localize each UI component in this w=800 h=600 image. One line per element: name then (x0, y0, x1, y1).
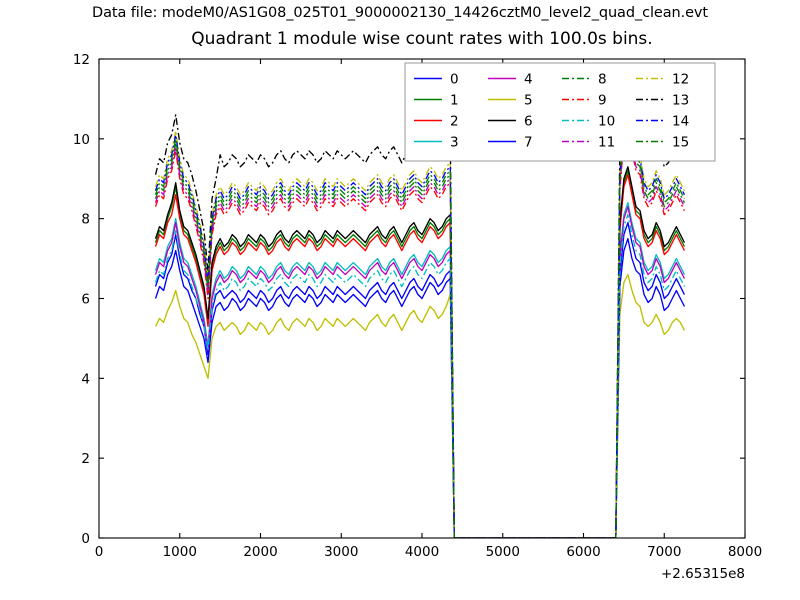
y-tick-label: 12 (73, 52, 90, 68)
series-line-15 (154, 114, 686, 538)
legend-label-12: 12 (672, 72, 689, 88)
x-tick-label: 3000 (324, 544, 358, 560)
legend-label-11: 11 (598, 135, 615, 151)
x-tick-label: 7000 (647, 544, 681, 560)
legend-box (404, 62, 716, 162)
y-tick-label: 0 (81, 531, 90, 547)
legend-label-8: 8 (598, 72, 607, 88)
series-line-6 (154, 166, 686, 538)
x-tick-label: 5000 (486, 544, 520, 560)
series-line-9 (154, 126, 686, 538)
legend-label-2: 2 (450, 114, 459, 130)
series-line-1 (154, 170, 686, 538)
x-tick-label: 1000 (163, 544, 197, 560)
series-line-10 (154, 214, 686, 538)
series-line-3 (154, 202, 686, 538)
series-line-5 (154, 273, 686, 538)
legend-label-10: 10 (598, 114, 615, 130)
x-tick-label: 8000 (728, 544, 762, 560)
legend-label-1: 1 (450, 93, 459, 109)
legend-label-6: 6 (524, 114, 533, 130)
series-line-8 (154, 118, 686, 538)
x-tick-label: 2000 (243, 544, 277, 560)
series-line-7 (154, 237, 686, 538)
series-line-12 (154, 106, 686, 538)
y-tick-label: 8 (81, 212, 90, 228)
data-file-suptitle: Data file: modeM0/AS1G08_025T01_90000021… (92, 5, 708, 21)
y-tick-label: 2 (81, 451, 90, 467)
series-line-4 (154, 206, 686, 538)
legend-label-3: 3 (450, 135, 459, 151)
x-tick-label: 4000 (405, 544, 439, 560)
legend-label-4: 4 (524, 72, 533, 88)
chart-title: Quadrant 1 module wise count rates with … (191, 29, 653, 49)
y-tick-label: 4 (81, 371, 90, 387)
series-line-0 (154, 221, 686, 538)
series-line-2 (154, 174, 686, 538)
legend-label-5: 5 (524, 93, 533, 109)
legend-label-15: 15 (672, 135, 689, 151)
x-tick-label: 0 (95, 544, 104, 560)
x-axis-offset-text: +2.65315e8 (661, 566, 745, 582)
legend-label-13: 13 (672, 93, 689, 109)
legend-label-7: 7 (524, 135, 533, 151)
y-tick-label: 6 (81, 292, 90, 308)
x-tick-label: 6000 (566, 544, 600, 560)
y-tick-label: 10 (73, 132, 90, 148)
legend-label-9: 9 (598, 93, 607, 109)
series-line-11 (154, 122, 686, 538)
legend-label-14: 14 (672, 114, 689, 130)
legend-label-0: 0 (450, 72, 459, 88)
